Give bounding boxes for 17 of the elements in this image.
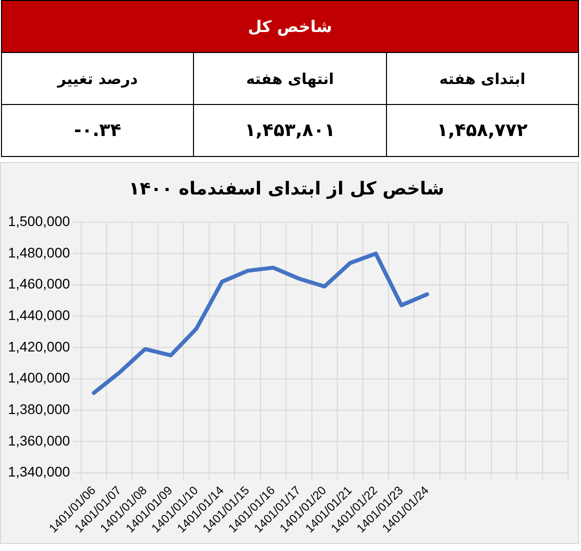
y-tick-label: 1,460,000 [8, 276, 70, 292]
y-tick-label: 1,440,000 [8, 307, 70, 324]
y-tick-label: 1,480,000 [8, 244, 70, 260]
y-tick-label: 1,360,000 [8, 432, 70, 448]
text: ۱,۴۵۳,۸۰۱ [194, 104, 386, 156]
text: شاخص کل [2, 0, 578, 52]
y-tick-label: 1,380,000 [8, 400, 70, 417]
category-label: انتهای هفته [194, 52, 386, 104]
y-tick-label: 1,420,000 [8, 338, 70, 354]
y-tick-label: 1,500,000 [8, 213, 70, 230]
category-label: درصد تغییر [2, 52, 194, 104]
y-tick-label: 1,400,000 [8, 370, 70, 386]
chart-title: شاخص کل از ابتدای اسفندماه ۱۴۰۰ [128, 178, 444, 200]
text: ۱,۴۵۸,۷۷۲ [386, 104, 578, 156]
text: -۰.۳۴ [2, 104, 194, 156]
category-label: ابتدای هفته [386, 52, 578, 104]
y-tick-label: 1,340,000 [8, 464, 70, 480]
